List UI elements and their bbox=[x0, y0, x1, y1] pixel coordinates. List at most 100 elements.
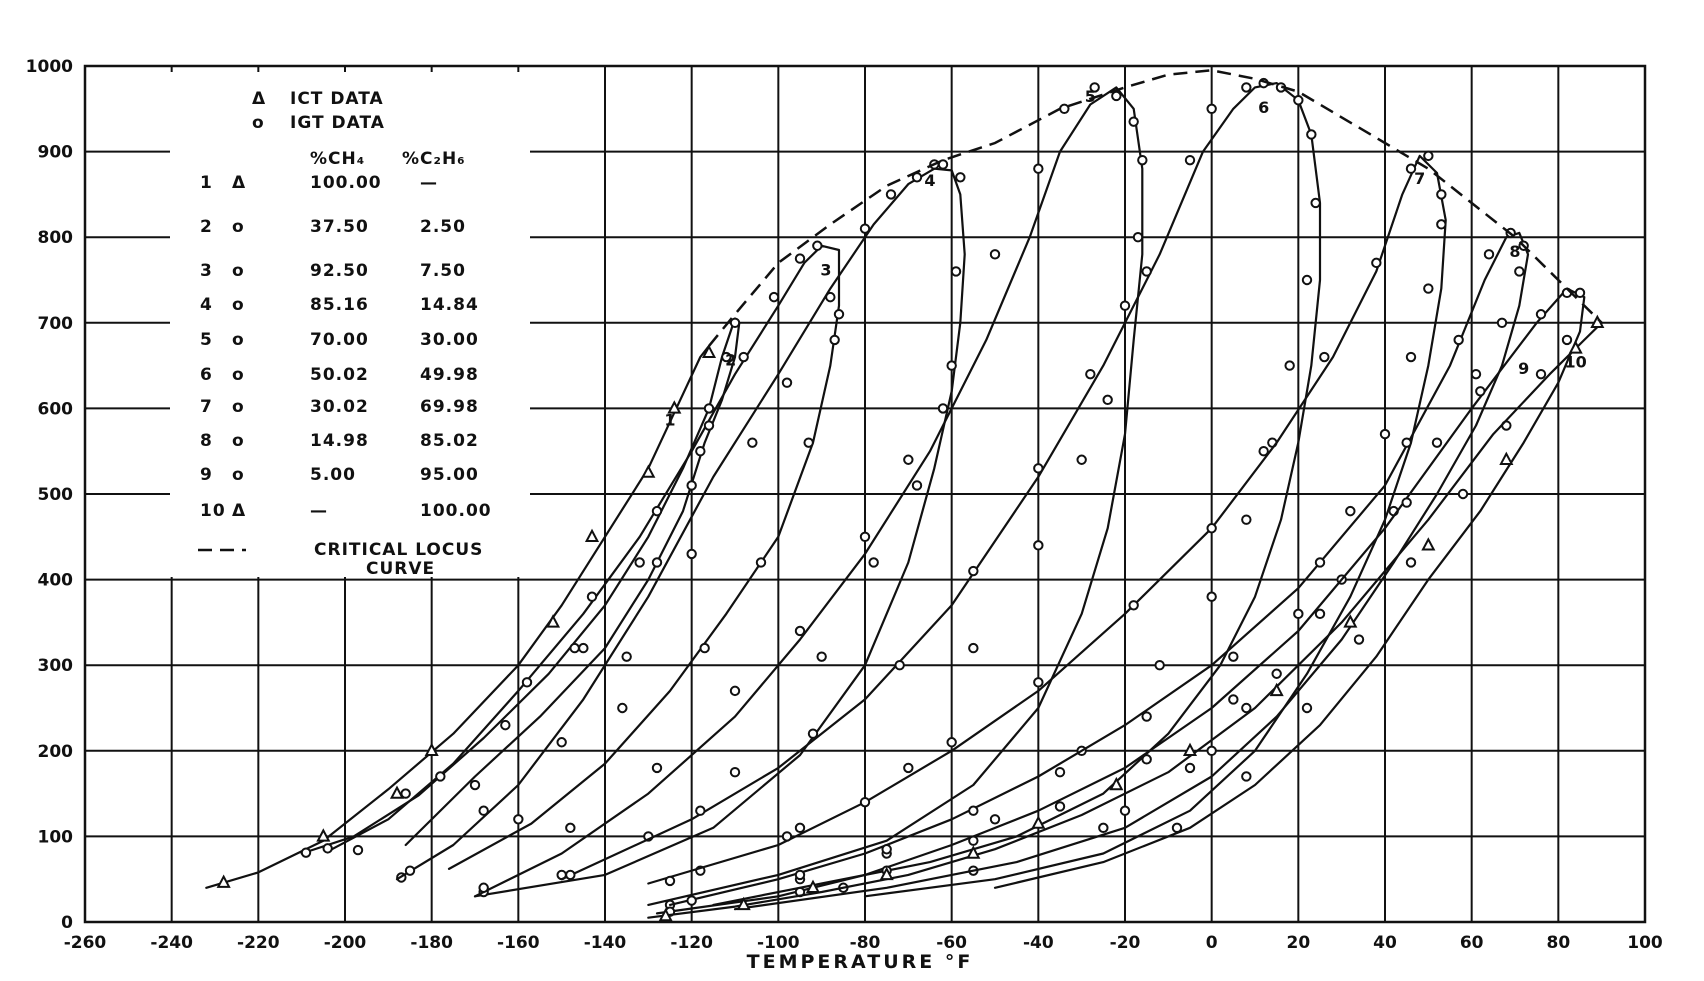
data-point-circle bbox=[1206, 745, 1217, 756]
legend-row-id: 9 bbox=[200, 465, 213, 485]
data-point-circle bbox=[1457, 488, 1469, 500]
x-tick-label: -260 bbox=[64, 933, 107, 953]
data-point-circle bbox=[686, 480, 697, 491]
data-point-circle bbox=[1319, 351, 1330, 363]
data-point-circle bbox=[881, 844, 892, 855]
x-tick-label: -220 bbox=[237, 933, 280, 953]
x-axis-title: TEMPERATURE °F bbox=[747, 951, 974, 973]
data-point-circle bbox=[617, 702, 628, 714]
legend-row-c2h6: — bbox=[420, 173, 438, 193]
legend-marker-label: ICT DATA bbox=[290, 89, 384, 109]
series-8 bbox=[668, 227, 1530, 911]
data-point-circle bbox=[1405, 351, 1417, 363]
legend-row-c2h6: 85.02 bbox=[420, 431, 479, 451]
series-4 bbox=[395, 159, 966, 898]
data-point-circle bbox=[1401, 437, 1412, 448]
series-9 bbox=[655, 287, 1586, 917]
series-line-10 bbox=[647, 321, 1603, 919]
data-point-triangle bbox=[424, 742, 439, 756]
data-point-circle bbox=[989, 249, 1001, 260]
x-tick-label: -240 bbox=[150, 933, 193, 953]
data-point-circle bbox=[1301, 274, 1313, 286]
series-line-8 bbox=[668, 231, 1530, 911]
x-tick-label: -20 bbox=[1110, 933, 1141, 953]
data-point-circle bbox=[521, 677, 533, 688]
critical-locus-group bbox=[708, 69, 1603, 347]
series-line-5 bbox=[473, 86, 1144, 907]
curve-label-5: 5 bbox=[1085, 87, 1096, 106]
data-point-circle bbox=[1401, 497, 1412, 508]
series-5 bbox=[473, 82, 1148, 907]
data-point-circle bbox=[781, 831, 793, 842]
data-point-circle bbox=[586, 591, 598, 602]
data-point-circle bbox=[729, 317, 741, 328]
y-tick-label: 700 bbox=[38, 314, 74, 334]
curve-label-7: 7 bbox=[1414, 169, 1425, 188]
data-point-circle bbox=[968, 805, 979, 816]
critical-locus-curve bbox=[708, 69, 1603, 347]
data-point-circle bbox=[868, 557, 879, 568]
data-point-circle bbox=[300, 847, 312, 858]
x-tick-label: -60 bbox=[936, 933, 967, 953]
data-point-circle bbox=[894, 660, 905, 671]
data-point-circle bbox=[1085, 368, 1096, 380]
data-point-circle bbox=[738, 351, 749, 363]
data-point-circle bbox=[1496, 317, 1508, 328]
data-point-circle bbox=[768, 291, 780, 303]
legend-row-ch4: 5.00 bbox=[310, 465, 356, 485]
data-point-triangle bbox=[389, 785, 405, 799]
data-point-triangle bbox=[701, 344, 717, 358]
data-point-triangle bbox=[1109, 776, 1124, 791]
legend-row-id: 8 bbox=[200, 431, 213, 451]
curve-label-2: 2 bbox=[725, 351, 736, 370]
legend-row-symbol: o bbox=[232, 217, 245, 237]
data-point-circle bbox=[1436, 219, 1447, 230]
y-tick-label: 200 bbox=[38, 742, 74, 762]
data-point-circle bbox=[1241, 514, 1252, 525]
legend-header-ch4: %CH₄ bbox=[310, 149, 365, 169]
series-line-9 bbox=[655, 287, 1586, 915]
data-point-circle bbox=[1574, 287, 1586, 299]
legend-row-ch4: 70.00 bbox=[310, 330, 369, 350]
data-point-circle bbox=[478, 805, 489, 816]
data-point-circle bbox=[989, 814, 1001, 825]
data-point-circle bbox=[1228, 694, 1239, 705]
data-point-circle bbox=[747, 437, 758, 448]
data-point-circle bbox=[816, 651, 827, 662]
legend-marker-symbol: Δ bbox=[252, 89, 266, 109]
data-point-circle bbox=[946, 737, 957, 748]
legend-row-ch4: 100.00 bbox=[310, 173, 382, 193]
data-point-circle bbox=[1154, 660, 1165, 671]
data-point-circle bbox=[1111, 90, 1122, 102]
data-point-circle bbox=[556, 737, 567, 748]
data-point-circle bbox=[968, 642, 979, 654]
data-point-circle bbox=[1206, 591, 1217, 602]
data-point-circle bbox=[911, 480, 923, 491]
data-point-circle bbox=[1431, 437, 1443, 448]
legend-row-symbol: Δ bbox=[232, 501, 246, 521]
curve-label-1: 1 bbox=[664, 411, 675, 430]
x-tick-label: 0 bbox=[1206, 933, 1218, 953]
data-point-circle bbox=[825, 291, 836, 303]
legend-row-ch4: 50.02 bbox=[310, 365, 369, 385]
legend-row-c2h6: 2.50 bbox=[420, 217, 466, 237]
data-point-circle bbox=[1076, 454, 1087, 465]
data-point-circle bbox=[621, 651, 632, 662]
x-tick-label: 80 bbox=[1546, 933, 1570, 953]
legend-row-c2h6: 100.00 bbox=[420, 501, 492, 521]
series-line-1 bbox=[205, 344, 711, 889]
data-point-circle bbox=[781, 377, 793, 388]
data-point-circle bbox=[1284, 360, 1295, 371]
data-point-circle bbox=[1184, 762, 1196, 774]
data-point-circle bbox=[1098, 822, 1109, 834]
data-point-circle bbox=[400, 788, 411, 799]
data-point-circle bbox=[469, 779, 481, 791]
curve-label-8: 8 bbox=[1509, 242, 1520, 261]
data-point-circle bbox=[578, 642, 589, 654]
data-point-circle bbox=[651, 505, 663, 517]
y-tick-label: 900 bbox=[38, 143, 74, 163]
data-point-circle bbox=[500, 719, 511, 731]
data-point-circle bbox=[1102, 394, 1113, 406]
data-point-circle bbox=[729, 767, 741, 778]
